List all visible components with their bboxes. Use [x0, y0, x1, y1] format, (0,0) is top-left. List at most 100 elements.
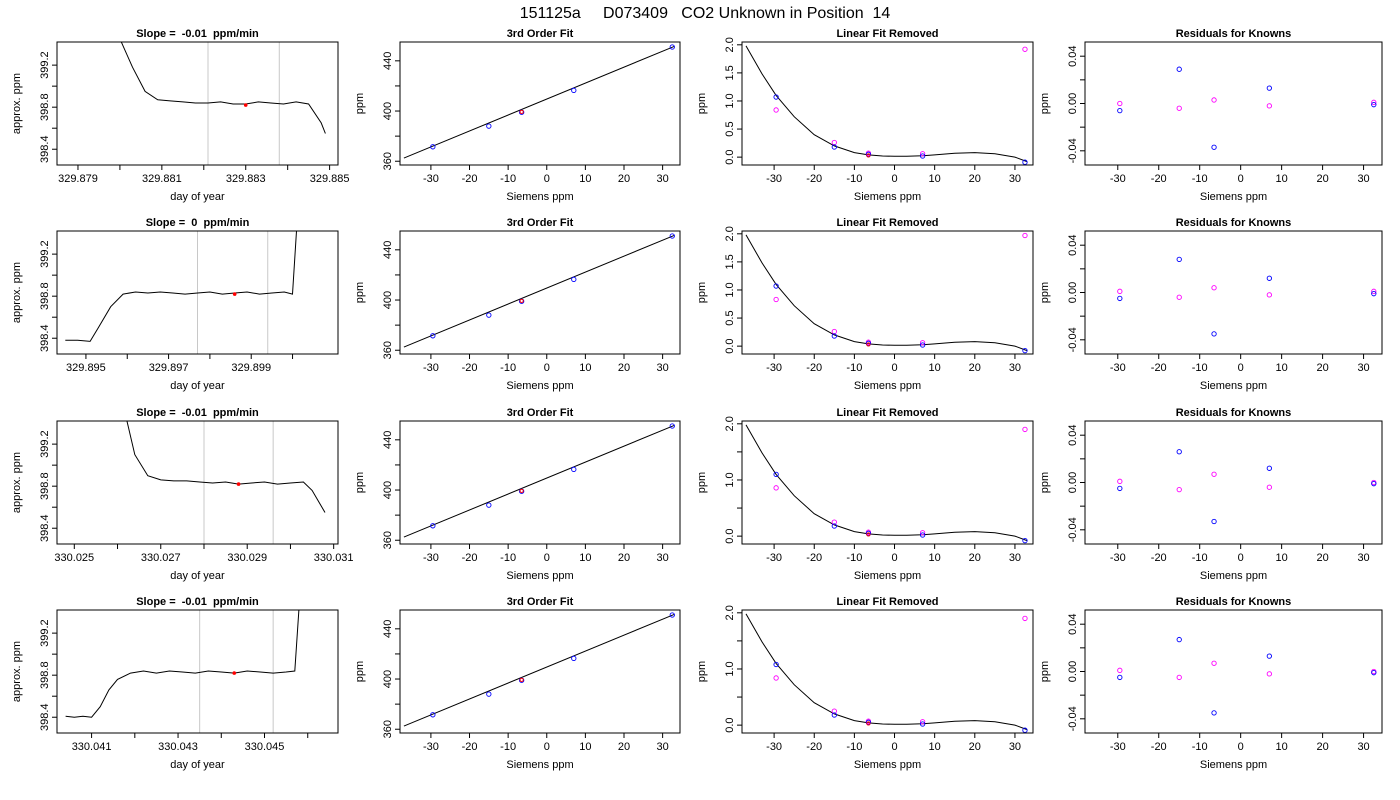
data-point-known [430, 333, 436, 339]
plot-data [403, 423, 675, 538]
data-point-alt [773, 296, 779, 303]
x-tick-label: -10 [1192, 552, 1208, 564]
y-tick-label: 360 [382, 152, 394, 170]
x-tick-label: -10 [500, 552, 516, 564]
chart-panel-trace: Slope = -0.01 ppm/min 330.025 330.027 330.0… [11, 407, 354, 582]
data-point-alt [1211, 471, 1217, 477]
chart-title: 3rd Order Fit [507, 28, 574, 40]
chart-title: Residuals for Knowns [1176, 407, 1292, 419]
x-tick-label: -20 [1151, 173, 1167, 185]
y-axis-label: ppm [1039, 472, 1051, 493]
x-tick-label: -30 [423, 741, 439, 753]
data-point-alt [831, 519, 837, 525]
data-point-known [919, 532, 926, 538]
data-point-alt [1022, 615, 1028, 622]
data-point-known [1022, 159, 1028, 165]
chart-title: Slope = -0.01 ppm/min [136, 596, 259, 608]
x-axis-label: day of year [170, 191, 225, 203]
y-tick-label: 0.0 [724, 717, 736, 732]
data-point-known [1117, 485, 1123, 492]
data-point-alt [1117, 100, 1123, 107]
plot-data [745, 45, 1028, 165]
data-point-known [831, 144, 837, 150]
x-tick-label: 10 [929, 552, 941, 564]
x-tick-label: 330.043 [158, 741, 198, 753]
data-point-alt [1117, 478, 1123, 484]
data-point-known [919, 721, 926, 727]
x-tick-label: 20 [969, 173, 981, 185]
fit-curve [745, 45, 1028, 163]
data-point-known [1176, 66, 1182, 72]
y-tick-label: 400 [382, 670, 394, 688]
chart-panel-resid: Residuals for Knowns -30 -20 -10 0 10 20 30 -0.0… [1039, 217, 1383, 392]
data-point-alt [1266, 484, 1272, 490]
plot-frame [56, 230, 339, 355]
data-point-known [571, 655, 577, 661]
x-tick-label: 20 [969, 741, 981, 753]
x-tick-label: 10 [1276, 362, 1288, 374]
y-axis-label: ppm [354, 472, 366, 493]
data-point-known [865, 719, 872, 725]
data-point-known [1211, 710, 1217, 716]
plot-data [403, 44, 675, 159]
x-tick-label: -20 [462, 362, 478, 374]
data-point-alt [1371, 99, 1377, 105]
x-tick-label: 0 [544, 552, 550, 564]
x-tick-label: -10 [1192, 362, 1208, 374]
chart-title: Linear Fit Removed [836, 407, 938, 419]
x-tick-label: -10 [1192, 741, 1208, 753]
x-tick-label: -20 [806, 173, 822, 185]
data-point-alt [831, 328, 837, 335]
trace-line [120, 42, 326, 134]
plot-frame [399, 230, 681, 355]
x-tick-label: 329.897 [149, 362, 189, 374]
plot-data [745, 232, 1028, 354]
fit-curve [403, 424, 675, 538]
plot-data [120, 42, 326, 165]
chart-panel-removed: Linear Fit Removed -30 -20 -10 0 10 20 30 0.0 1.0… [696, 407, 1034, 582]
chart-panel-fit: 3rd Order Fit -30 -20 -10 0 10 20 30 360 400 440 Si… [354, 407, 681, 582]
data-point-known [773, 94, 779, 100]
data-point-alt [1022, 426, 1028, 433]
chart-title: Residuals for Knowns [1176, 28, 1292, 40]
x-tick-label: 330.027 [141, 552, 181, 564]
y-tick-label: 400 [382, 291, 394, 309]
x-tick-label: 30 [1357, 552, 1369, 564]
y-tick-label: 440 [382, 431, 394, 449]
y-tick-label: 360 [382, 720, 394, 738]
data-point-known [1117, 295, 1123, 302]
plot-data [745, 613, 1028, 733]
x-axis-label: Siemens ppm [854, 380, 921, 392]
x-axis-label: day of year [170, 570, 225, 582]
x-axis-label: Siemens ppm [854, 759, 921, 771]
data-point-known [669, 233, 675, 239]
plot-data [65, 231, 297, 354]
fit-curve [403, 234, 675, 348]
x-axis-label: Siemens ppm [854, 191, 921, 203]
y-tick-label: 440 [382, 241, 394, 259]
y-tick-label: 360 [382, 531, 394, 549]
plot-data [403, 612, 675, 727]
x-tick-label: 20 [618, 173, 630, 185]
plot-frame [56, 41, 339, 166]
chart-title: Linear Fit Removed [836, 596, 938, 608]
data-point-alt [1117, 667, 1123, 673]
unknown-marker [243, 103, 248, 107]
plot-frame [741, 230, 1034, 355]
x-tick-label: 329.881 [142, 173, 182, 185]
fit-curve [745, 234, 1028, 352]
data-point-unknown [519, 488, 524, 493]
x-tick-label: -30 [423, 173, 439, 185]
plot-frame [741, 420, 1034, 545]
y-tick-label: -0.04 [1067, 327, 1079, 352]
data-point-known [865, 530, 872, 536]
x-axis-label: Siemens ppm [1200, 570, 1267, 582]
data-point-known [1266, 653, 1272, 659]
y-axis-label: ppm [354, 661, 366, 682]
x-tick-label: 30 [656, 552, 668, 564]
chart-panel-fit: 3rd Order Fit -30 -20 -10 0 10 20 30 360 400 440 Si… [354, 217, 681, 392]
x-tick-label: 329.885 [310, 173, 350, 185]
x-tick-label: 0 [544, 362, 550, 374]
data-point-alt [919, 151, 926, 157]
x-tick-label: 20 [1316, 552, 1328, 564]
